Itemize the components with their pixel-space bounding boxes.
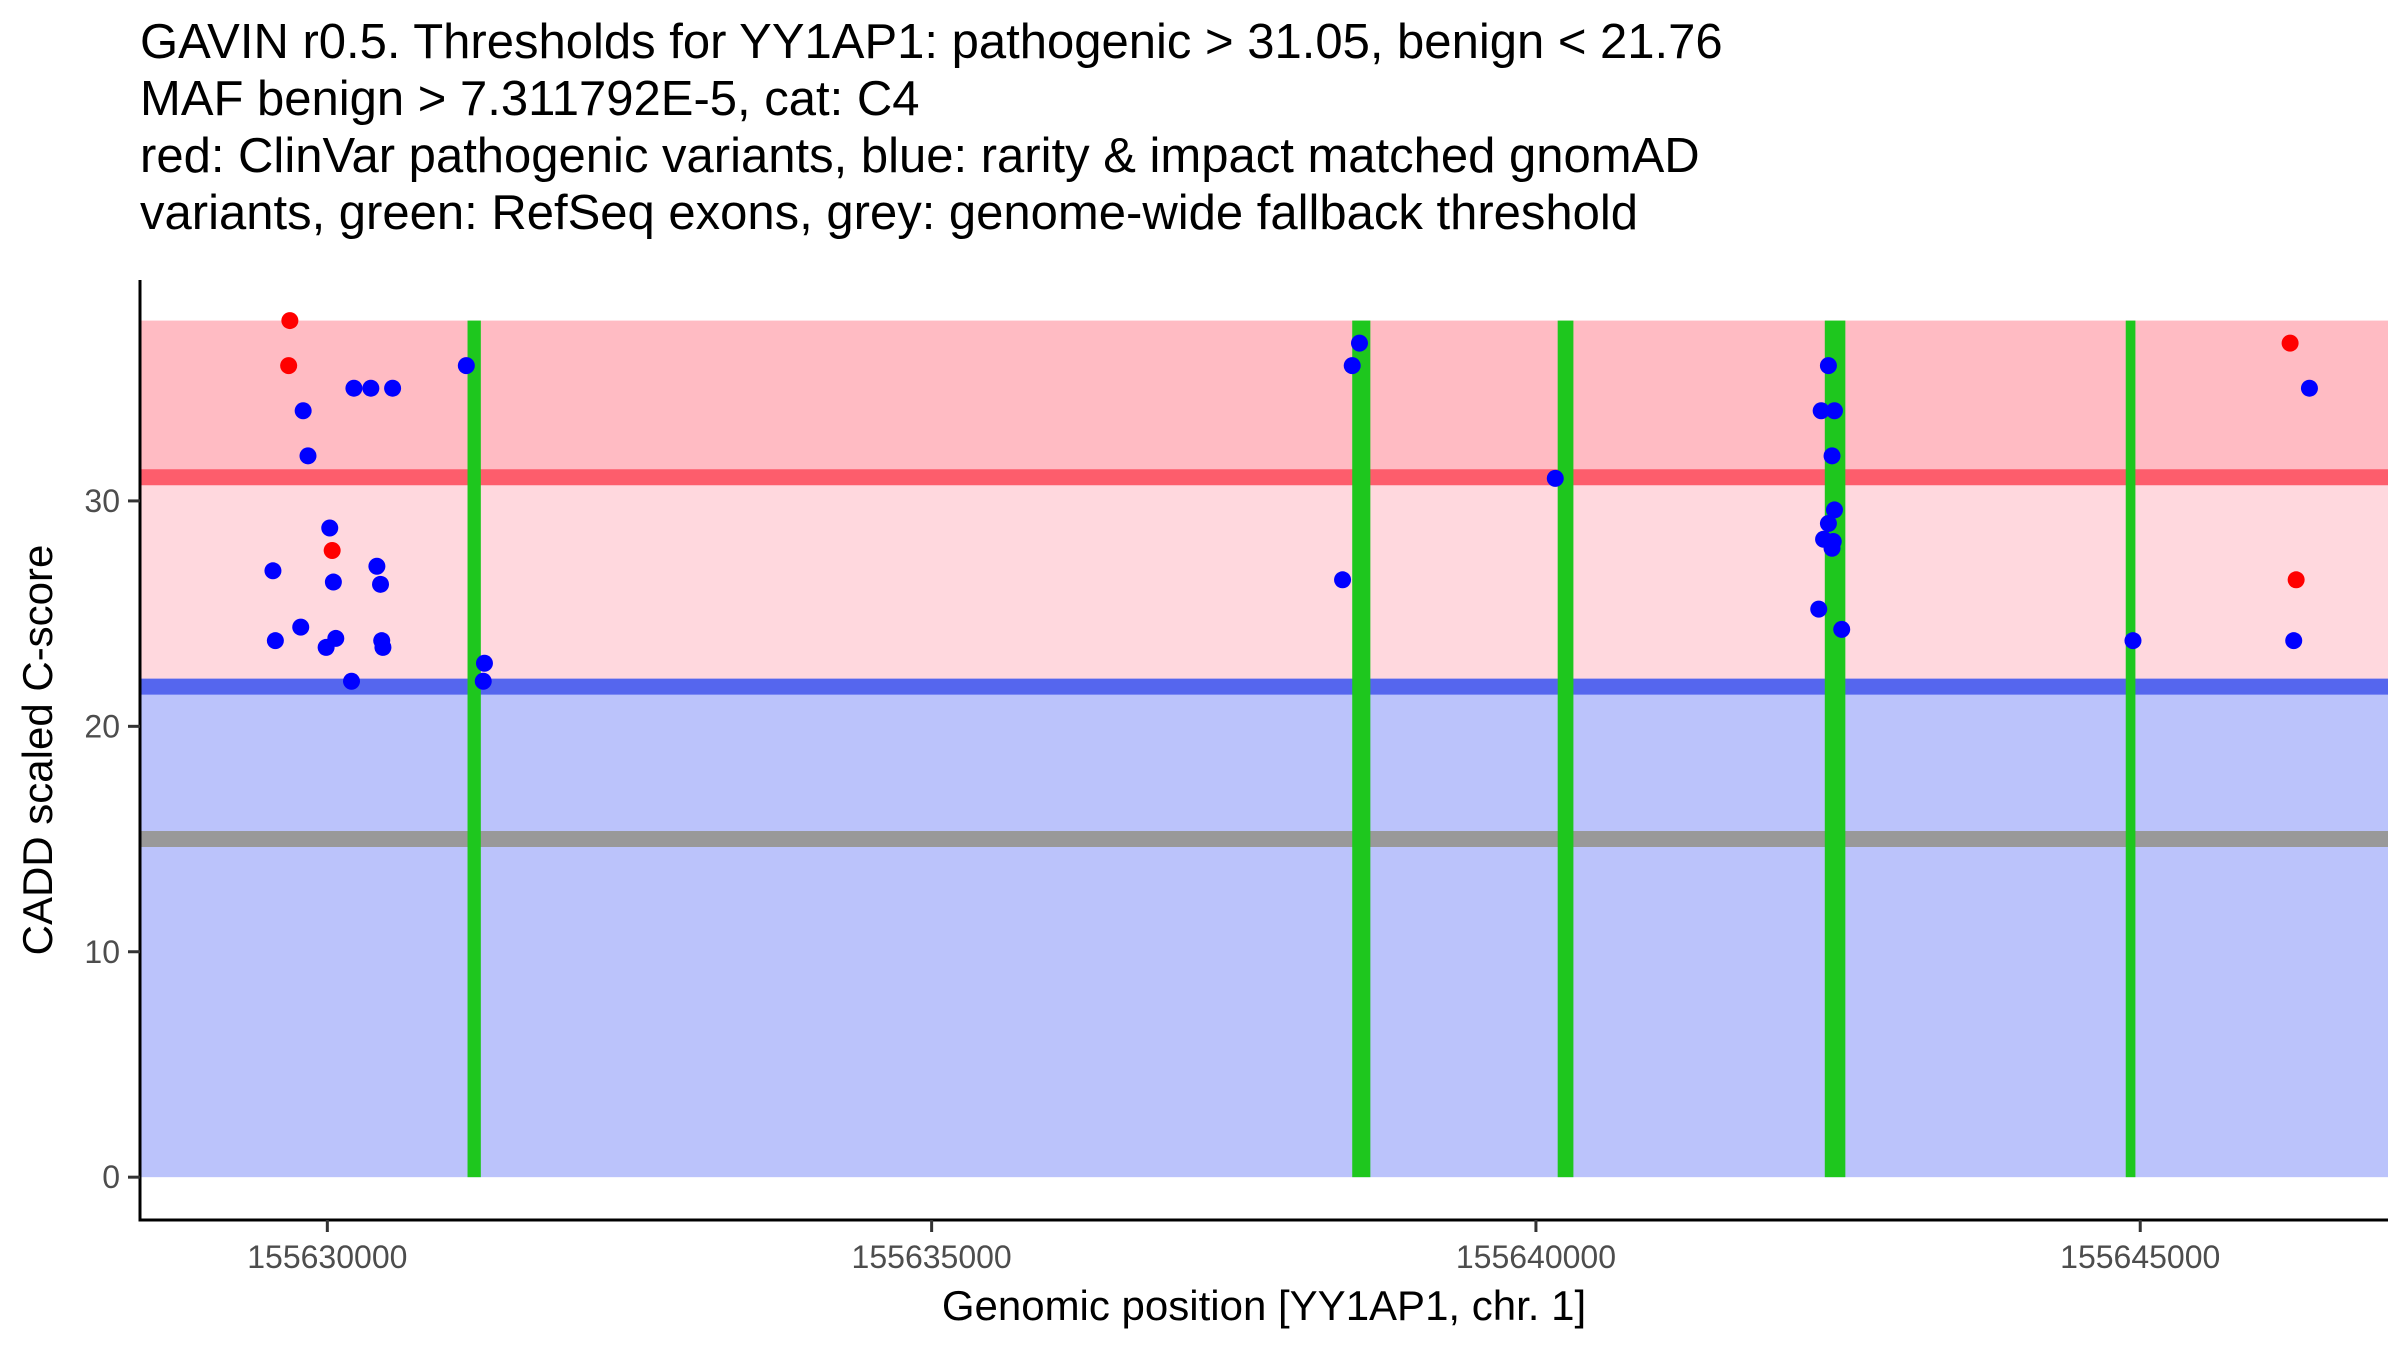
gnomad-matched-point [294, 402, 312, 420]
gnomad-matched-point [327, 629, 345, 647]
title-line-3: red: ClinVar pathogenic variants, blue: … [140, 129, 1700, 183]
exon-3 [1557, 320, 1574, 1178]
title-line-4: variants, green: RefSeq exons, grey: gen… [140, 186, 1639, 240]
chart-title: GAVIN r0.5. Thresholds for YY1AP1: patho… [140, 14, 1723, 242]
clinvar-pathogenic-point [281, 312, 299, 330]
benign-region [140, 686, 2388, 1178]
threshold-lines [140, 469, 2388, 848]
y-tick-label: 20 [84, 708, 120, 744]
gnomad-matched-point [1825, 402, 1843, 420]
gnomad-matched-point [299, 447, 317, 465]
exon-2 [1352, 320, 1371, 1178]
gnomad-matched-point [345, 379, 363, 397]
title-line-1: GAVIN r0.5. Thresholds for YY1AP1: patho… [140, 15, 1723, 69]
gnomad-matched-point [266, 632, 284, 650]
x-tick-label: 155635000 [852, 1239, 1012, 1275]
gnomad-matched-point [1823, 447, 1841, 465]
exon-1 [467, 320, 481, 1178]
gnomad-matched-point [321, 519, 339, 537]
gnomad-matched-point [343, 672, 361, 690]
y-tick-label: 0 [102, 1159, 120, 1195]
x-tick-label: 155630000 [247, 1239, 407, 1275]
gnomad-matched-point [1819, 357, 1837, 375]
x-axis-ticks: 155630000 155635000 155640000 155645000 [247, 1220, 2220, 1275]
gnomad-matched-point [457, 357, 475, 375]
gnomad-matched-point [324, 573, 342, 591]
gnomad-matched-point [368, 557, 386, 575]
exon-5 [2125, 320, 2136, 1178]
gnomad-matched-point [384, 379, 402, 397]
gnomad-matched-point [1812, 402, 1830, 420]
gnomad-matched-point [2285, 632, 2303, 650]
gnomad-matched-point [2300, 379, 2318, 397]
clinvar-pathogenic-point [323, 542, 341, 560]
y-tick-label: 10 [84, 934, 120, 970]
gnomad-matched-point [1823, 539, 1841, 557]
gnomad-matched-point [1833, 620, 1851, 638]
gnomad-matched-point [292, 618, 310, 636]
title-line-2: MAF benign > 7.311792E-5, cat: C4 [140, 72, 920, 126]
x-axis-title: Genomic position [YY1AP1, chr. 1] [942, 1282, 1586, 1329]
axes [138, 280, 2388, 1222]
y-axis-title: CADD scaled C-score [14, 545, 61, 956]
gnomad-matched-point [1825, 501, 1843, 519]
gnomad-matched-point [475, 654, 493, 672]
gnomad-matched-point [372, 575, 390, 593]
gnomad-matched-point [2124, 632, 2142, 650]
gnomad-matched-point [1350, 334, 1368, 352]
intermediate-region [140, 477, 2388, 687]
gnomad-matched-point [362, 379, 380, 397]
gnomad-matched-point [1810, 600, 1828, 618]
y-axis-ticks: 0 10 20 30 [84, 483, 140, 1195]
clinvar-pathogenic-point [280, 357, 298, 375]
x-tick-label: 155645000 [2060, 1239, 2220, 1275]
threshold-bands [140, 320, 2388, 1178]
clinvar-pathogenic-point [2281, 334, 2299, 352]
pathogenic-region [140, 320, 2388, 478]
data-points [264, 312, 2318, 690]
gnomad-matched-point [1546, 469, 1564, 487]
x-tick-label: 155640000 [1456, 1239, 1616, 1275]
gnomad-matched-point [1334, 571, 1352, 589]
gnomad-matched-point [474, 672, 492, 690]
clinvar-pathogenic-point [2287, 571, 2305, 589]
y-tick-label: 30 [84, 483, 120, 519]
gnomad-matched-point [264, 562, 282, 580]
gnomad-matched-point [374, 638, 392, 656]
gnomad-matched-point [1819, 514, 1837, 532]
gnomad-matched-point [1343, 357, 1361, 375]
